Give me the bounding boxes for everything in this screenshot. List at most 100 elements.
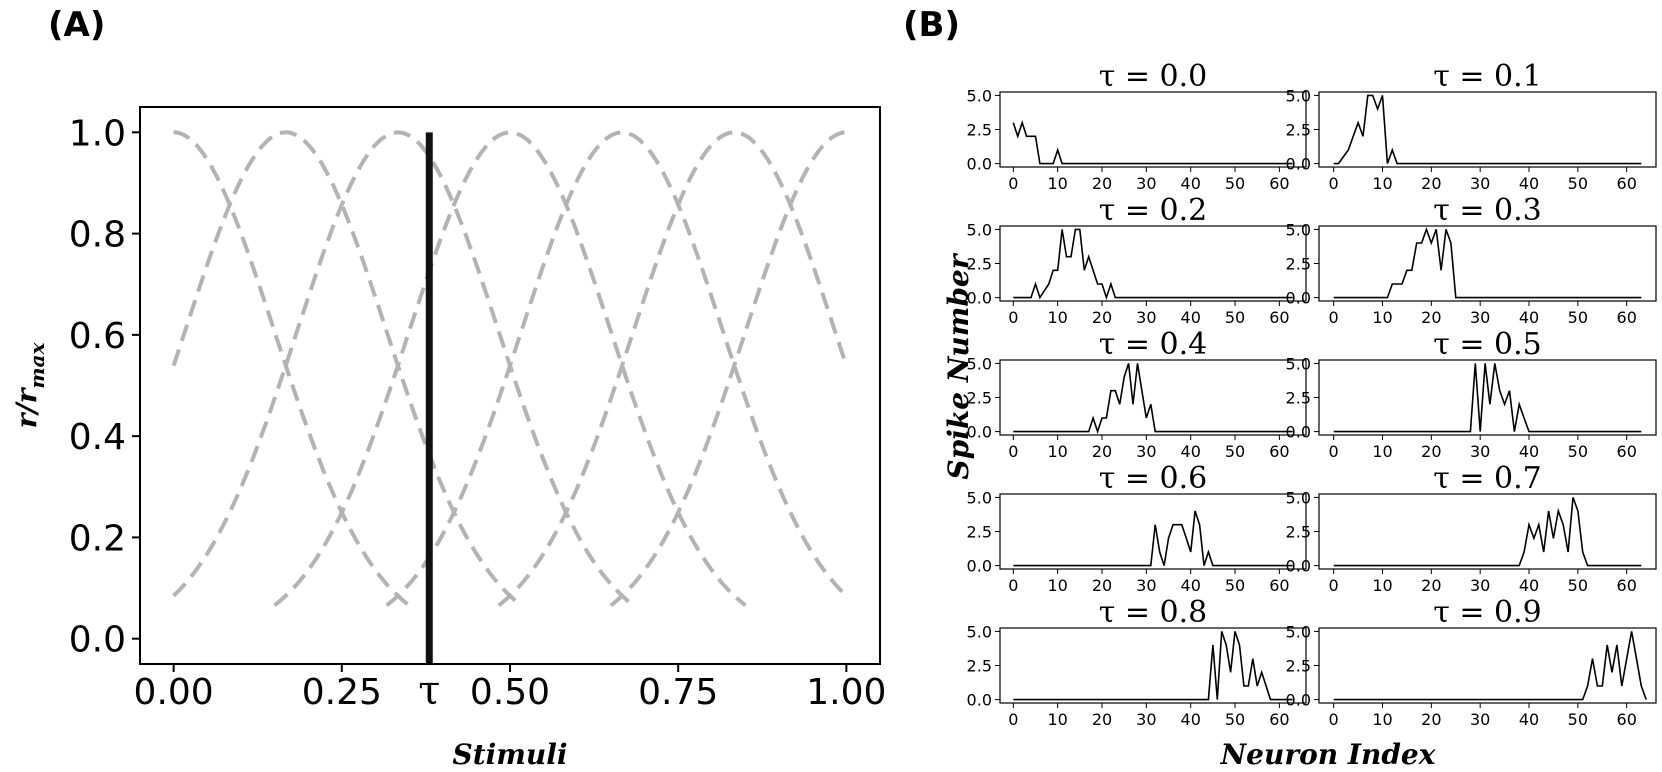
xtick-label: 10 — [1372, 576, 1392, 595]
spike-count-line — [1013, 510, 1293, 567]
subplot-title: τ = 0.1 — [1433, 59, 1542, 94]
xtick-label: 30 — [1136, 576, 1156, 595]
xtick-label: 30 — [1136, 442, 1156, 461]
ytick-label: 0.0 — [967, 155, 992, 174]
subplot-title: τ = 0.3 — [1433, 193, 1542, 228]
xtick-label: 10 — [1372, 442, 1392, 461]
ytick-label: 0.2 — [69, 518, 126, 559]
spike-count-line — [1333, 497, 1642, 567]
spike-count-line — [1333, 94, 1642, 165]
spike-count-line — [1013, 631, 1293, 701]
xtick-label: 40 — [1181, 174, 1201, 193]
tuning-curve-2 — [172, 130, 635, 607]
ytick-label: 1.0 — [69, 113, 126, 154]
xtick-label: 20 — [1092, 174, 1112, 193]
xtick-label: 60 — [1269, 710, 1289, 729]
xtick-label: 20 — [1421, 710, 1441, 729]
xtick-label: 60 — [1617, 710, 1637, 729]
subplot-tau-0: τ = 0.0 0.0 2.5 5.0 0 10 20 30 40 50 60 — [967, 59, 1307, 193]
panel-b-label: (B) — [903, 5, 960, 45]
ytick-label: 5.0 — [1286, 622, 1311, 641]
ytick-label: 0.0 — [967, 691, 992, 710]
tuning-curve-4 — [385, 130, 848, 607]
ytick-label: 5.0 — [967, 622, 992, 641]
xtick-label: 60 — [1269, 308, 1289, 327]
spike-count-line — [1333, 363, 1642, 433]
xtick-label: 40 — [1519, 576, 1539, 595]
xtick-label: 50 — [1568, 576, 1588, 595]
xtick-label: 20 — [1421, 308, 1441, 327]
subplot-tau-3: τ = 0.3 0.0 2.5 5.0 0 10 20 30 40 50 60 — [1286, 193, 1657, 327]
subplot-tau-2: τ = 0.2 0.0 2.5 5.0 0 10 20 30 40 50 60 — [967, 193, 1307, 327]
spike-count-line — [1333, 631, 1647, 701]
ytick-label: 2.5 — [967, 389, 992, 408]
xtick-label: 50 — [1225, 174, 1245, 193]
xtick-label: 40 — [1519, 442, 1539, 461]
xtick-label: 40 — [1519, 174, 1539, 193]
tuning-curve-6 — [609, 130, 847, 607]
xtick-label: 50 — [1225, 442, 1245, 461]
xtick-label: 40 — [1181, 442, 1201, 461]
panel-b: (B) τ = 0.0 0.0 2.5 5.0 0 10 20 30 40 50 60 τ = 0.1 0… — [903, 5, 1657, 771]
subplot-tau-8: τ = 0.8 0.0 2.5 5.0 0 10 20 30 40 50 60 — [967, 595, 1307, 729]
xtick-label: 20 — [1421, 576, 1441, 595]
xtick-label: 60 — [1269, 174, 1289, 193]
y-axis-title-main: r/r — [10, 386, 43, 428]
subplot-frame — [999, 91, 1307, 168]
x-axis-title: Neuron Index — [1220, 738, 1436, 771]
y-axis-title: r/rmax — [10, 342, 49, 429]
ytick-label: 0.0 — [1286, 557, 1311, 576]
ytick-label: 0.0 — [1286, 423, 1311, 442]
xtick-label: 40 — [1181, 710, 1201, 729]
xtick-label: 50 — [1568, 442, 1588, 461]
y-axis-title: Spike Number — [942, 252, 975, 479]
ytick-label: 2.5 — [967, 523, 992, 542]
xtick-label: 60 — [1617, 174, 1637, 193]
tuning-curve-1 — [171, 130, 523, 607]
xtick-label: 30 — [1136, 710, 1156, 729]
xtick-label: 20 — [1421, 442, 1441, 461]
ytick-label: 0.8 — [69, 215, 126, 256]
ytick-label: 2.5 — [1286, 389, 1311, 408]
ytick-label: 5.0 — [1286, 488, 1311, 507]
xtick-label: 1.00 — [806, 672, 886, 713]
ytick-label: 5.0 — [967, 220, 992, 239]
tuning-curve-3 — [273, 130, 747, 607]
ytick-label: 2.5 — [967, 255, 992, 274]
xtick-label: 0.50 — [470, 672, 550, 713]
subplot-frame — [1318, 359, 1657, 436]
xtick-label: 10 — [1047, 710, 1067, 729]
subplot-frame — [1318, 493, 1657, 570]
subplot-tau-5: τ = 0.5 0.0 2.5 5.0 0 10 20 30 40 50 60 — [1286, 327, 1657, 461]
xtick-label: 50 — [1225, 308, 1245, 327]
xtick-label: 40 — [1181, 308, 1201, 327]
panel-a-label: (A) — [48, 5, 105, 45]
panel-a-frame — [139, 106, 881, 665]
ytick-label: 2.5 — [1286, 121, 1311, 140]
subplot-title: τ = 0.0 — [1099, 59, 1208, 94]
xtick-label: 0 — [1008, 308, 1018, 327]
xtick-label: 60 — [1269, 442, 1289, 461]
ytick-label: 0.0 — [69, 620, 126, 661]
ytick-label: 5.0 — [1286, 354, 1311, 373]
ytick-label: 2.5 — [1286, 255, 1311, 274]
xtick-label: 50 — [1225, 710, 1245, 729]
xtick-label: 0 — [1329, 576, 1339, 595]
xtick-label: 60 — [1269, 576, 1289, 595]
tuning-curve-0 — [173, 130, 411, 607]
subplot-tau-1: τ = 0.1 0.0 2.5 5.0 0 10 20 30 40 50 60 — [1286, 59, 1657, 193]
xtick-label: 60 — [1617, 576, 1637, 595]
xtick-label: 20 — [1092, 308, 1112, 327]
ytick-label: 0.0 — [1286, 289, 1311, 308]
xtick-label: 0 — [1008, 442, 1018, 461]
subplot-title: τ = 0.6 — [1099, 461, 1208, 496]
xtick-label: 60 — [1617, 442, 1637, 461]
y-axis-title-sub: max — [25, 342, 49, 389]
xtick-label: 40 — [1181, 576, 1201, 595]
xtick-label: 30 — [1470, 308, 1490, 327]
xtick-label: 40 — [1519, 710, 1539, 729]
xtick-label: 20 — [1092, 710, 1112, 729]
xtick-label: 0 — [1008, 710, 1018, 729]
ytick-label: 5.0 — [967, 86, 992, 105]
